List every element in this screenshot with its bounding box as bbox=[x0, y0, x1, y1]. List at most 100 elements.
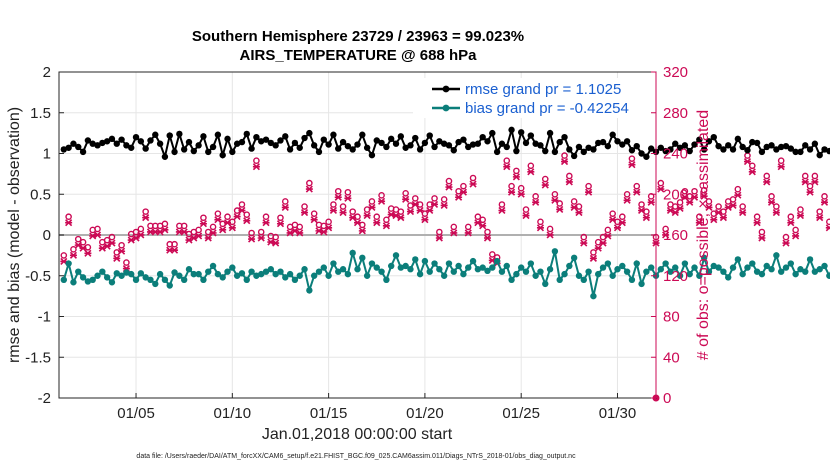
obs-assimilated-point bbox=[435, 234, 443, 242]
rmse-point bbox=[60, 146, 68, 153]
bias-point bbox=[190, 270, 198, 278]
rmse-point bbox=[89, 140, 96, 147]
bias-point bbox=[94, 272, 101, 279]
obs-possible-point bbox=[450, 223, 458, 231]
obs-possible-point bbox=[686, 193, 694, 200]
rmse-point bbox=[388, 135, 395, 143]
y-right-tick-label: 40 bbox=[663, 349, 680, 366]
bias-point bbox=[450, 268, 457, 275]
obs-assimilated-point bbox=[402, 195, 410, 203]
obs-assimilated-point bbox=[695, 219, 703, 227]
rmse-point bbox=[802, 142, 809, 149]
bias-point bbox=[749, 260, 756, 267]
obs-assimilated-point bbox=[228, 224, 236, 232]
obs-assimilated-point bbox=[252, 163, 260, 171]
obs-possible-point bbox=[229, 218, 236, 226]
rmse-point bbox=[575, 143, 583, 151]
bias-point bbox=[286, 270, 294, 278]
bias-point bbox=[243, 276, 250, 284]
rmse-point bbox=[777, 143, 785, 151]
obs-assimilated-point bbox=[657, 185, 665, 193]
obs-assimilated-point bbox=[339, 208, 347, 217]
rmse-point bbox=[70, 140, 77, 147]
rmse-point bbox=[696, 136, 703, 143]
bias-point bbox=[440, 272, 448, 279]
obs-assimilated-point bbox=[820, 198, 829, 206]
obs-possible-point bbox=[137, 225, 145, 233]
obs-possible-point bbox=[816, 208, 823, 215]
obs-possible-point bbox=[436, 228, 443, 236]
rmse-point bbox=[166, 132, 173, 139]
bias-point bbox=[691, 264, 698, 271]
rmse-point bbox=[647, 145, 655, 152]
bias-point bbox=[238, 270, 246, 277]
bias-point bbox=[301, 266, 308, 273]
rmse-point bbox=[214, 131, 222, 138]
bias-point bbox=[609, 272, 616, 279]
obs-possible-point bbox=[301, 203, 308, 210]
obs-possible-point bbox=[508, 182, 515, 190]
obs-possible-point bbox=[243, 211, 251, 218]
bias-point bbox=[638, 280, 645, 288]
obs-possible-point bbox=[180, 222, 188, 230]
bias-point bbox=[474, 266, 482, 273]
rmse-point bbox=[532, 140, 539, 147]
obs-assimilated-point bbox=[310, 216, 318, 224]
bias-point bbox=[768, 266, 775, 273]
rmse-point bbox=[445, 142, 453, 149]
rmse-point bbox=[79, 148, 87, 156]
obs-assimilated-point bbox=[782, 239, 790, 247]
bias-point bbox=[344, 270, 352, 278]
obs-possible-point bbox=[546, 225, 554, 233]
bias-point bbox=[710, 262, 717, 270]
obs-assimilated-point bbox=[700, 192, 708, 200]
obs-assimilated-point bbox=[816, 214, 824, 222]
rmse-point bbox=[190, 147, 198, 155]
rmse-point bbox=[310, 142, 318, 149]
obs-assimilated-point bbox=[426, 206, 434, 215]
bias-point bbox=[402, 262, 409, 270]
y-right-tick-label: 160 bbox=[663, 227, 688, 244]
obs-assimilated-point bbox=[599, 239, 607, 247]
bias-point bbox=[147, 276, 154, 284]
bias-point bbox=[354, 266, 361, 273]
rmse-point bbox=[113, 140, 120, 147]
obs-assimilated-point bbox=[806, 188, 814, 196]
bias-point bbox=[89, 276, 96, 284]
obs-possible-point bbox=[60, 252, 68, 259]
bias-point bbox=[123, 269, 130, 276]
x-tick-label: 01/30 bbox=[599, 405, 637, 422]
obs-assimilated-point bbox=[792, 232, 800, 240]
bias-point bbox=[388, 262, 395, 270]
obs-possible-point bbox=[826, 218, 830, 226]
rmse-point bbox=[272, 142, 279, 149]
rmse-point bbox=[180, 146, 188, 153]
rmse-point bbox=[262, 136, 270, 143]
obs-assimilated-point bbox=[483, 234, 492, 242]
rmse-point bbox=[710, 134, 717, 141]
obs-possible-point bbox=[633, 182, 641, 190]
rmse-point bbox=[715, 142, 722, 150]
obs-possible-point bbox=[580, 233, 588, 241]
obs-assimilated-point bbox=[498, 206, 506, 215]
obs-assimilated-point bbox=[801, 178, 809, 186]
rmse-point bbox=[773, 146, 780, 153]
rmse-point bbox=[450, 147, 457, 154]
obs-assimilated-point bbox=[585, 188, 593, 196]
y-tick-label: -1 bbox=[38, 309, 51, 326]
bias-point bbox=[161, 276, 169, 284]
obs-possible-point bbox=[729, 196, 737, 203]
rmse-point bbox=[258, 138, 265, 145]
bias-point bbox=[137, 270, 145, 277]
bias-point bbox=[821, 262, 828, 270]
obs-possible-point bbox=[638, 201, 645, 208]
obs-possible-point bbox=[662, 225, 669, 233]
rmse-point bbox=[108, 135, 116, 143]
bias-point bbox=[725, 274, 732, 281]
rmse-point bbox=[330, 131, 337, 138]
bias-point bbox=[258, 270, 265, 278]
rmse-point bbox=[806, 146, 814, 153]
obs-assimilated-point bbox=[536, 224, 545, 232]
obs-assimilated-point bbox=[787, 219, 795, 227]
bias-point bbox=[585, 268, 592, 275]
